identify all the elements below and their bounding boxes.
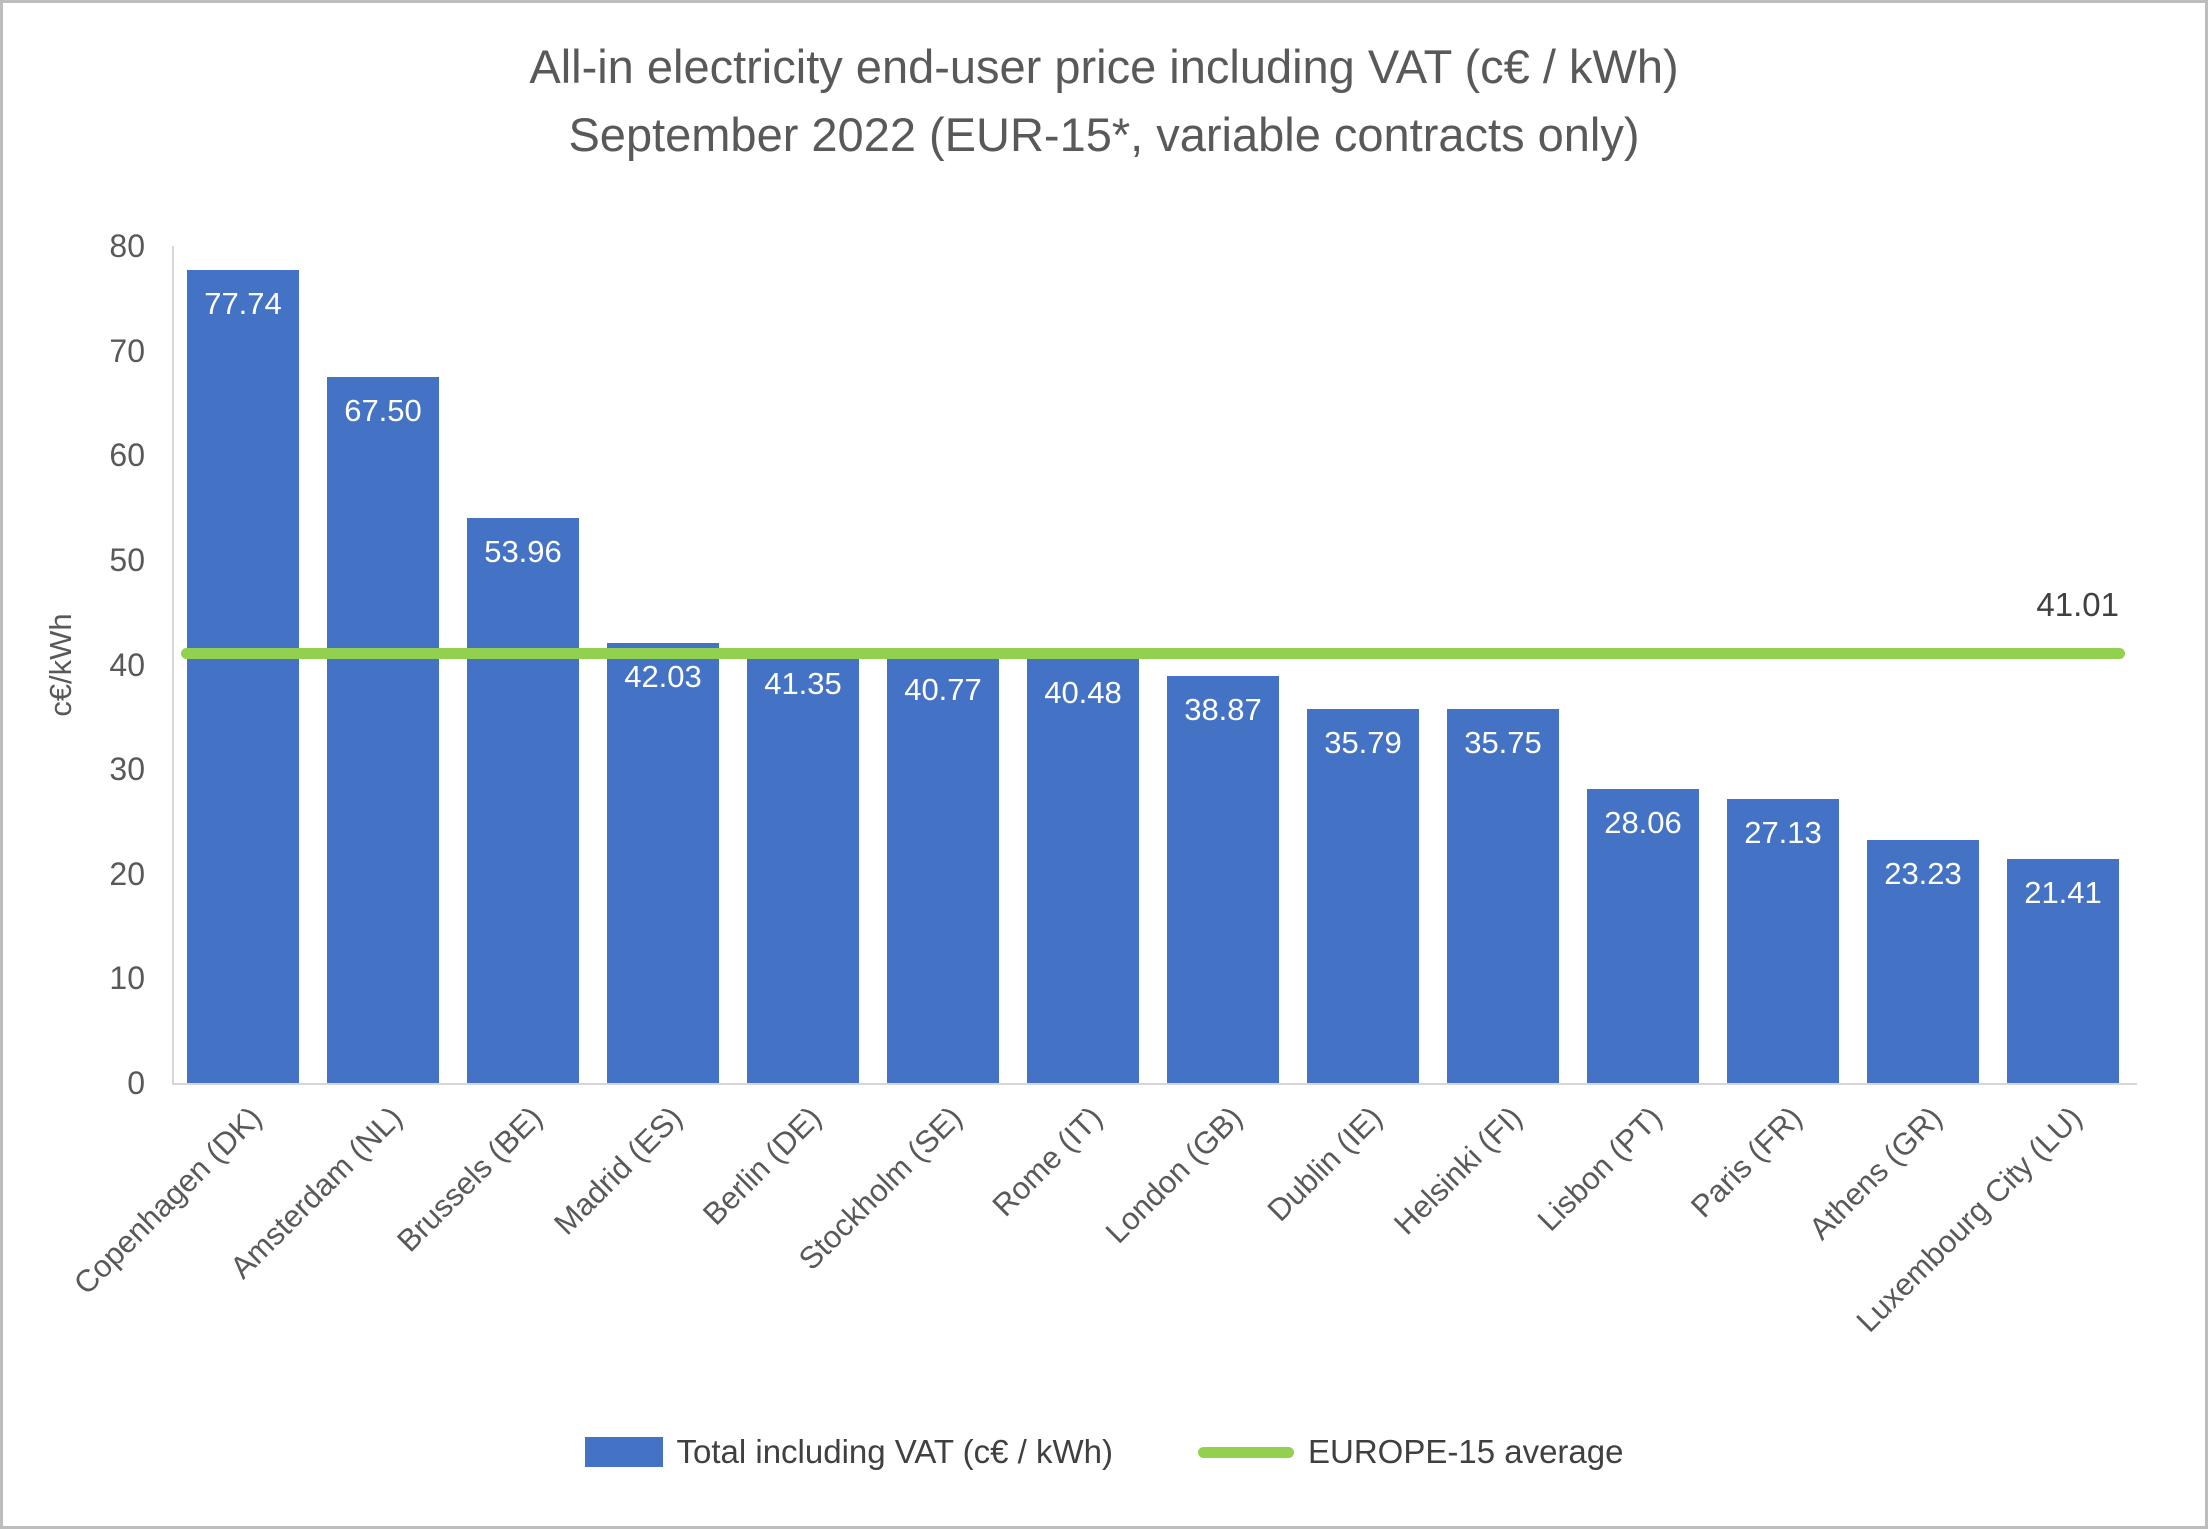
legend-item-average: EUROPE-15 average <box>1198 1433 1623 1471</box>
legend: Total including VAT (c€ / kWh) EUROPE-15… <box>3 1433 2205 1471</box>
bar-value-label: 38.87 <box>1184 692 1262 728</box>
x-axis-label: Madrid (ES) <box>546 1099 689 1242</box>
x-axis-label: Luxembourg City (LU) <box>1849 1099 2089 1339</box>
legend-bar-swatch <box>584 1437 663 1467</box>
bar-value-label: 41.35 <box>764 666 842 702</box>
legend-bar-label: Total including VAT (c€ / kWh) <box>676 1433 1114 1470</box>
chart-title-line1: All-in electricity end-user price includ… <box>529 40 1679 93</box>
x-axis-label: Helsinki (FI) <box>1386 1099 1529 1242</box>
average-value-label: 41.01 <box>2036 586 2119 624</box>
bar-value-label: 35.79 <box>1324 724 1402 760</box>
y-axis-title: c€/kWh <box>43 613 78 717</box>
legend-line-swatch <box>1198 1446 1294 1458</box>
bar-paris-fr: 27.13 <box>1727 799 1839 1083</box>
bar-london-gb: 38.87 <box>1167 676 1279 1083</box>
x-axis-line <box>173 1083 2137 1085</box>
y-axis-tick-label: 80 <box>109 228 145 264</box>
x-axis-label: Athens (GR) <box>1801 1099 1949 1247</box>
y-axis-tick-label: 40 <box>109 646 145 683</box>
x-axis-label: Rome (IT) <box>985 1099 1109 1224</box>
bar-rome-it: 40.48 <box>1027 659 1139 1083</box>
bar-value-label: 42.03 <box>624 659 702 695</box>
average-line <box>181 648 2125 660</box>
y-axis-tick-label: 60 <box>109 437 145 474</box>
x-axis-label: Brussels (BE) <box>389 1099 549 1259</box>
bar-value-label: 23.23 <box>1884 855 1962 891</box>
x-axis-label: Paris (FR) <box>1683 1099 1809 1225</box>
y-axis-tick-label: 20 <box>109 855 145 892</box>
legend-line-label: EUROPE-15 average <box>1308 1433 1624 1470</box>
bar-dublin-ie: 35.79 <box>1307 708 1419 1083</box>
y-axis-tick-label: 50 <box>109 541 145 578</box>
y-axis-line <box>172 246 174 1085</box>
bar-berlin-de: 41.35 <box>747 650 859 1083</box>
chart-title: All-in electricity end-user price includ… <box>3 33 2205 169</box>
bar-value-label: 21.41 <box>2024 874 2102 910</box>
x-axis-label: Berlin (DE) <box>696 1099 829 1232</box>
bar-madrid-es: 42.03 <box>607 643 719 1083</box>
bar-luxembourg-city-lu: 21.41 <box>2007 858 2119 1083</box>
bar-value-label: 40.77 <box>904 672 982 708</box>
bar-value-label: 27.13 <box>1744 815 1822 851</box>
bar-lisbon-pt: 28.06 <box>1587 789 1699 1083</box>
y-axis-tick-label: 30 <box>109 751 145 788</box>
bar-stockholm-se: 40.77 <box>887 656 999 1083</box>
bar-value-label: 67.50 <box>344 392 422 428</box>
y-axis-tick-label: 0 <box>127 1065 145 1101</box>
bar-value-label: 77.74 <box>204 285 282 321</box>
x-axis-label: Dublin (IE) <box>1260 1099 1389 1229</box>
bar-value-label: 40.48 <box>1044 675 1122 711</box>
bar-copenhagen-dk: 77.74 <box>187 269 299 1083</box>
bar-value-label: 35.75 <box>1464 724 1542 760</box>
bar-brussels-be: 53.96 <box>467 518 579 1083</box>
chart-title-line2: September 2022 (EUR-15*, variable contra… <box>568 108 1640 162</box>
y-axis-tick-label: 10 <box>109 960 145 997</box>
bar-helsinki-fi: 35.75 <box>1447 708 1559 1083</box>
legend-item-total: Total including VAT (c€ / kWh) <box>584 1433 1114 1471</box>
bar-amsterdam-nl: 67.50 <box>327 376 439 1083</box>
x-axis-label: Lisbon (PT) <box>1530 1099 1669 1238</box>
y-axis-tick-label: 70 <box>109 332 145 369</box>
bar-athens-gr: 23.23 <box>1867 839 1979 1083</box>
x-axis-label: London (GB) <box>1098 1099 1249 1250</box>
bar-value-label: 28.06 <box>1604 805 1682 841</box>
plot-area: 0 10 20 30 40 50 60 70 80 77.74 Copenhagen (DK) 67.… <box>67 228 2137 1339</box>
bar-value-label: 53.96 <box>484 534 562 570</box>
